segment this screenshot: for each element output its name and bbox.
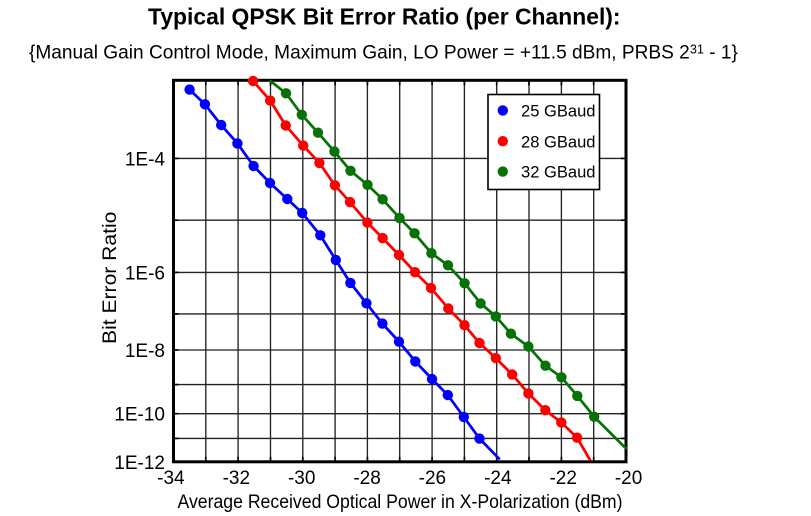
svg-text:25 GBaud: 25 GBaud: [521, 102, 596, 121]
svg-text:28 GBaud: 28 GBaud: [521, 132, 596, 151]
svg-text:1E-4: 1E-4: [125, 149, 166, 170]
svg-text:-22: -22: [549, 468, 576, 489]
svg-text:-24: -24: [484, 468, 512, 489]
svg-text:Bit Error Ratio: Bit Error Ratio: [99, 211, 121, 343]
svg-text:{Manual Gain Control Mode, Max: {Manual Gain Control Mode, Maximum Gain,…: [29, 42, 739, 63]
svg-text:-34: -34: [157, 468, 185, 489]
svg-text:1E-6: 1E-6: [125, 263, 165, 284]
svg-text:Average Received Optical Power: Average Received Optical Power in X-Pola…: [178, 492, 623, 513]
svg-text:32 GBaud: 32 GBaud: [521, 163, 596, 182]
svg-text:-20: -20: [615, 468, 642, 489]
svg-text:-32: -32: [223, 468, 250, 489]
svg-text:-28: -28: [353, 468, 380, 489]
svg-text:1E-10: 1E-10: [114, 405, 165, 426]
svg-text:1E-8: 1E-8: [125, 341, 165, 362]
svg-text:Typical QPSK Bit Error Ratio (: Typical QPSK Bit Error Ratio (per Channe…: [148, 4, 621, 30]
svg-text:-26: -26: [419, 468, 446, 489]
svg-text:-30: -30: [288, 468, 315, 489]
svg-text:1E-12: 1E-12: [114, 453, 165, 474]
